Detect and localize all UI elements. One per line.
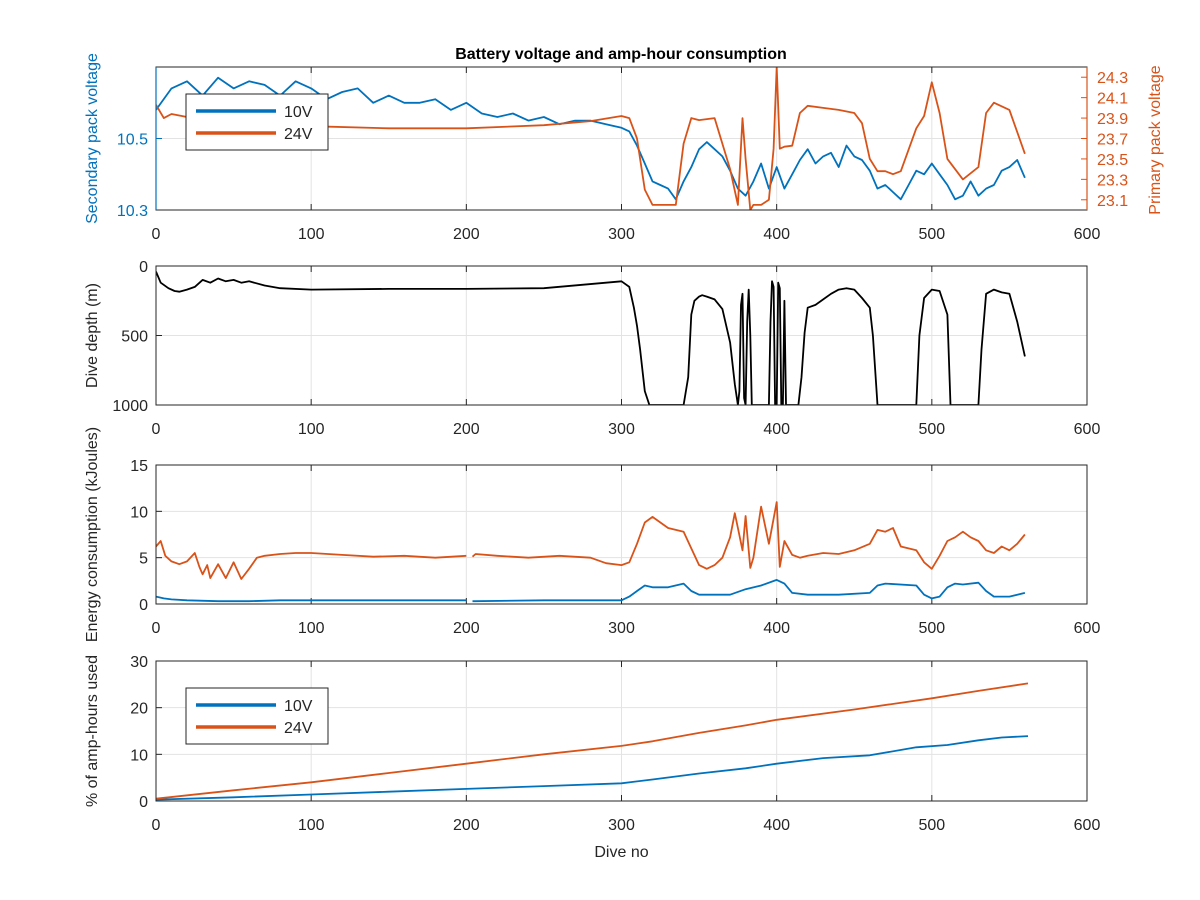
y-axis-label: Secondary pack voltage — [84, 53, 101, 224]
y-tick-label: 10.3 — [117, 203, 148, 220]
x-tick-label: 100 — [298, 620, 325, 637]
y-tick-label: 5 — [139, 551, 148, 568]
y-tick-label: 10 — [130, 747, 148, 764]
x-tick-label: 500 — [918, 226, 945, 243]
plots-area: 0 100 200 300 400 500 60010.310.523.123.323.52… — [84, 53, 1164, 861]
series-group — [156, 682, 1029, 801]
series-group — [156, 501, 1026, 603]
chart-voltage: 0 100 200 300 400 500 600 10.3 10.5 23.1 23.3 23.5 2… — [84, 53, 1164, 243]
y-right-tick-label: 24.3 — [1097, 70, 1128, 87]
x-tick-label: 300 — [608, 421, 635, 438]
series-line-24v — [156, 67, 1026, 210]
x-tick-label: 0 — [152, 421, 161, 438]
series-group — [156, 271, 1026, 405]
x-tick-label: 200 — [453, 817, 480, 834]
x-tick-label: 200 — [453, 226, 480, 243]
series-line-10v — [156, 76, 1026, 201]
y-tick-label: 0 — [139, 794, 148, 811]
legend-box — [185, 687, 329, 745]
chart-amphours: 0 100 200 300 400 500 600 0 10 20 30 % of amp-hours… — [84, 654, 1100, 861]
x-tick-label: 100 — [298, 817, 325, 834]
x-tick-label: 500 — [918, 421, 945, 438]
x-tick-label: 200 — [453, 620, 480, 637]
axes-frame — [155, 464, 1088, 605]
x-tick-label: 400 — [763, 620, 790, 637]
x-tick-label: 200 — [453, 421, 480, 438]
x-tick-label: 400 — [763, 817, 790, 834]
x-tick-label: 0 — [152, 226, 161, 243]
y-right-axis-label: Primary pack voltage — [1147, 65, 1164, 214]
x-tick-label: 600 — [1074, 817, 1101, 834]
y-tick-label: 30 — [130, 654, 148, 671]
x-tick-label: 600 — [1074, 421, 1101, 438]
x-tick-label: 0 — [152, 817, 161, 834]
legend-label: 10V — [284, 698, 313, 715]
x-tick-label: 600 — [1074, 226, 1101, 243]
x-tick-label: 400 — [763, 226, 790, 243]
chart-depth: 0 100 200 300 400 500 600 0 500 1000 Dive depth (m… — [84, 259, 1100, 438]
y-right-tick-label: 23.9 — [1097, 111, 1128, 128]
legend-label: 24V — [284, 720, 313, 737]
x-tick-label: 500 — [918, 817, 945, 834]
series-line — [156, 271, 1026, 405]
y-axis-label: Dive depth (m) — [84, 283, 101, 388]
y-axis-label: Energy consumption (kJoules) — [84, 427, 101, 642]
axes-frame — [155, 265, 1088, 406]
x-axis-label: Dive no — [594, 844, 648, 861]
x-tick-label: 500 — [918, 620, 945, 637]
series-line-24v — [156, 682, 1029, 800]
chart-energy: 0 100 200 300 400 500 600 0 5 10 15 Energy consumpt… — [84, 427, 1100, 642]
x-tick-label: 300 — [608, 226, 635, 243]
y-tick-label: 500 — [121, 329, 148, 346]
x-tick-label: 0 — [152, 620, 161, 637]
x-tick-label: 300 — [608, 817, 635, 834]
y-tick-label: 1000 — [112, 398, 148, 415]
series-line-10v — [156, 579, 1026, 603]
legend-label: 24V — [284, 126, 313, 143]
y-tick-label: 10 — [130, 504, 148, 521]
series-line-10v — [156, 735, 1029, 801]
series-group — [156, 67, 1026, 210]
y-right-tick-label: 24.1 — [1097, 91, 1128, 108]
y-tick-label: 10.5 — [117, 132, 148, 149]
legend-box — [185, 93, 329, 151]
axes-frame — [155, 660, 1088, 802]
legend-label: 10V — [284, 104, 313, 121]
y-tick-label: 15 — [130, 458, 148, 475]
series-line-24v — [156, 501, 1026, 580]
y-right-tick-label: 23.5 — [1097, 152, 1128, 169]
y-right-tick-label: 23.7 — [1097, 132, 1128, 149]
x-tick-label: 600 — [1074, 620, 1101, 637]
x-tick-label: 100 — [298, 421, 325, 438]
y-right-tick-label: 23.1 — [1097, 193, 1128, 210]
x-tick-label: 400 — [763, 421, 790, 438]
figure-title: Battery voltage and amp-hour consumption — [455, 46, 787, 63]
y-right-tick-label: 23.3 — [1097, 172, 1128, 189]
y-tick-label: 0 — [139, 259, 148, 276]
x-tick-label: 300 — [608, 620, 635, 637]
y-tick-label: 0 — [139, 597, 148, 614]
y-axis-label: % of amp-hours used — [84, 655, 101, 807]
y-tick-label: 20 — [130, 701, 148, 718]
x-tick-label: 100 — [298, 226, 325, 243]
